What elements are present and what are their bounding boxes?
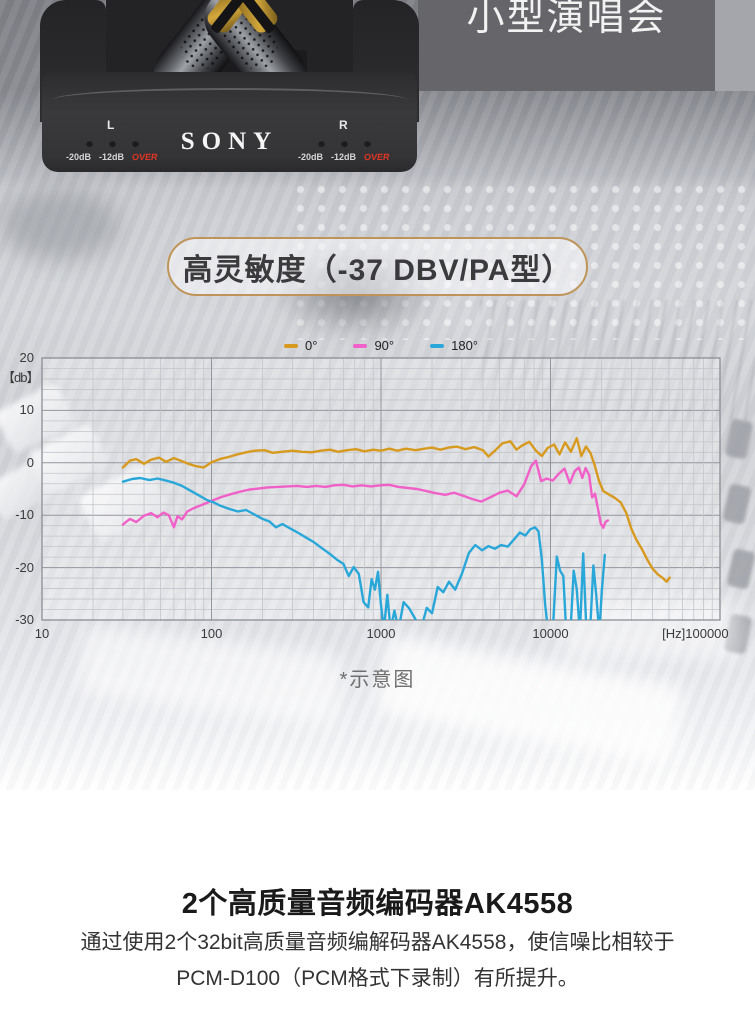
x-tick-label: 100 bbox=[200, 626, 223, 641]
right-channel-label: R bbox=[339, 118, 348, 132]
led bbox=[318, 140, 325, 147]
meter-label: -20dB bbox=[298, 152, 324, 162]
hero-photo-section: 小型演唱会 L R bbox=[0, 0, 755, 790]
legend-dash-90deg bbox=[353, 343, 368, 348]
sensitivity-badge: 高灵敏度（-37 DBV/PA型） bbox=[167, 237, 588, 296]
meter-label: -20dB bbox=[66, 152, 92, 162]
legend-item-0deg: 0° bbox=[284, 338, 317, 353]
device-edge-highlight bbox=[52, 88, 407, 114]
x-tick-label: 10000 bbox=[532, 626, 569, 641]
left-meter-labels: -20dB -12dB OVER bbox=[66, 152, 158, 162]
section-body: 通过使用2个32bit高质量音频编解码器AK4558，使信噪比相较于 PCM-D… bbox=[0, 925, 755, 997]
section-body-line: PCM-D100（PCM格式下录制）有所提升。 bbox=[176, 967, 579, 990]
section-heading: 2个高质量音频编码器AK4558 bbox=[181, 888, 574, 921]
legend-label: 0° bbox=[305, 338, 318, 353]
y-tick-label: -10 bbox=[15, 507, 34, 523]
x-tick-label: [Hz]100000 bbox=[662, 626, 729, 641]
led bbox=[132, 140, 139, 147]
sensitivity-badge-label: 高灵敏度（-37 DBV/PA型） bbox=[182, 253, 573, 287]
legend-label: 90° bbox=[374, 338, 395, 353]
sony-logo: SONY bbox=[180, 128, 279, 155]
x-tick-label: 10 bbox=[34, 626, 50, 641]
legend-dash-180deg bbox=[430, 343, 445, 348]
y-tick-label: -20 bbox=[15, 559, 34, 575]
right-meter-leds bbox=[318, 140, 371, 147]
chart-caption: *示意图 bbox=[339, 669, 416, 691]
legend-item-90deg: 90° bbox=[353, 338, 394, 353]
bg-left-blob bbox=[0, 190, 120, 260]
y-tick-label: 10 bbox=[19, 402, 34, 418]
recorder-device-photo: L R -20dB -12dB OVER -20dB -12dB OVER bbox=[40, 0, 419, 172]
led bbox=[364, 140, 371, 147]
legend-label: 180° bbox=[451, 338, 478, 353]
y-tick-label: 0 bbox=[26, 454, 34, 470]
legend-item-180deg: 180° bbox=[430, 338, 478, 353]
meter-label: -12dB bbox=[331, 152, 357, 162]
left-meter-leds bbox=[86, 140, 139, 147]
y-axis-unit: 【db】 bbox=[2, 370, 39, 385]
left-channel-label: L bbox=[107, 118, 115, 132]
legend-dash-0deg bbox=[284, 343, 298, 348]
frequency-response-chart: 20 10 0 -10 -20 -30 【db】 10 100 1000 10000 [Hz]1000… bbox=[0, 330, 755, 660]
led bbox=[109, 140, 116, 147]
scene-tag-box: 小型演唱会 bbox=[418, 0, 715, 91]
y-tick-label: -30 bbox=[15, 612, 34, 627]
section-body-line: 通过使用2个32bit高质量音频编解码器AK4558，使信噪比相较于 bbox=[80, 931, 675, 954]
right-meter-labels: -20dB -12dB OVER bbox=[298, 152, 390, 162]
bg-right-strip bbox=[715, 0, 755, 91]
y-tick-label: 20 bbox=[19, 350, 34, 365]
chart-canvas bbox=[41, 357, 721, 621]
scene-tag-label: 小型演唱会 bbox=[466, 0, 667, 39]
chart-legend: 0° 90° 180° bbox=[42, 338, 720, 353]
meter-label: -12dB bbox=[99, 152, 125, 162]
led bbox=[86, 140, 93, 147]
led bbox=[341, 140, 348, 147]
x-tick-label: 1000 bbox=[366, 626, 396, 641]
